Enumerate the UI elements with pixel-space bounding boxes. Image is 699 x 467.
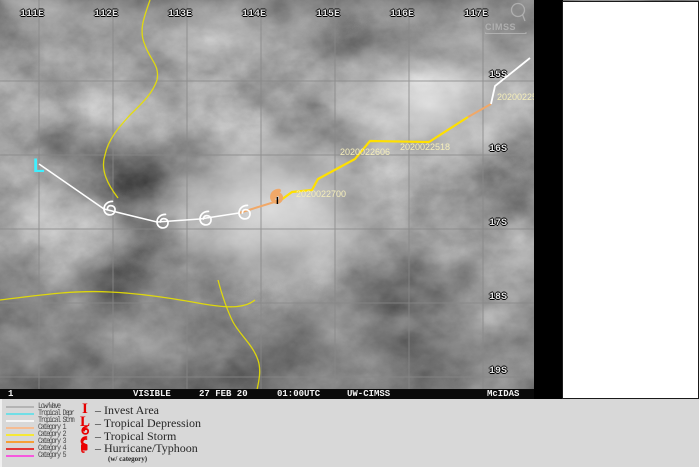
svg-text:2020022606: 2020022606 bbox=[340, 147, 390, 157]
svg-text:20200225: 20200225 bbox=[497, 92, 537, 102]
svg-text:CIMSS: CIMSS bbox=[485, 22, 516, 32]
svg-text:L: L bbox=[33, 156, 45, 177]
svg-text:2020022700: 2020022700 bbox=[296, 189, 346, 199]
svg-text:I: I bbox=[276, 196, 279, 207]
svg-text:2020022518: 2020022518 bbox=[400, 142, 450, 152]
